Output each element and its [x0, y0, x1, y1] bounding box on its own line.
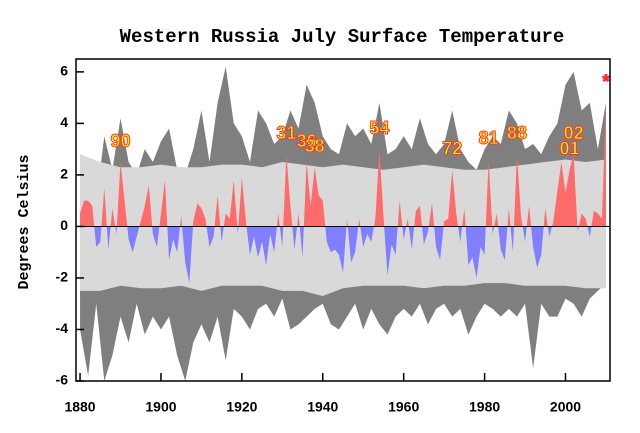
annotation: 81 [479, 128, 499, 148]
x-tick-label: 1900 [145, 399, 176, 415]
annotation: * [602, 72, 609, 92]
y-tick-label: -4 [56, 320, 69, 336]
annotation: 54 [369, 118, 389, 138]
y-tick-label: 6 [60, 63, 68, 79]
y-tick-label: -6 [56, 372, 69, 388]
y-tick-label: 4 [60, 114, 68, 130]
plot-frame [75, 58, 611, 382]
y-tick-label: 0 [60, 217, 68, 233]
chart-title: Western Russia July Surface Temperature [120, 26, 565, 48]
x-tick-label: 1960 [388, 399, 419, 415]
x-tick-label: 1880 [64, 399, 95, 415]
annotation: 31 [276, 123, 296, 143]
annotation: 01 [560, 139, 580, 159]
annotation: 72 [442, 139, 462, 159]
x-tick-label: 2000 [550, 399, 581, 415]
annotation: 88 [507, 123, 527, 143]
x-tick-label: 1980 [469, 399, 500, 415]
y-axis-label: Degrees Celsius [16, 154, 33, 289]
x-tick-label: 1940 [307, 399, 338, 415]
annotation: 90 [110, 131, 130, 151]
y-tick-label: 2 [60, 166, 68, 182]
x-tick-label: 1920 [226, 399, 257, 415]
annotation: 36 [297, 131, 317, 151]
anomaly-negative [94, 226, 592, 284]
annotation: 02 [564, 123, 584, 143]
annotation: 38 [305, 136, 325, 156]
y-tick-label: -2 [56, 269, 69, 285]
